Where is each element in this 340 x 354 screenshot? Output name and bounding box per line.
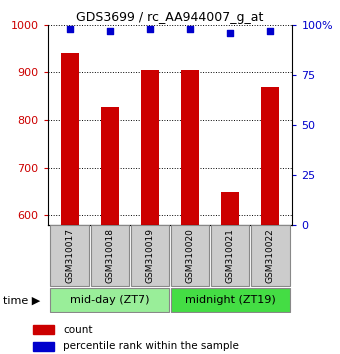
Bar bbox=[141, 70, 159, 225]
Bar bbox=[50, 225, 89, 286]
Point bbox=[187, 26, 193, 32]
Bar bbox=[50, 288, 169, 312]
Text: count: count bbox=[63, 325, 92, 335]
Bar bbox=[33, 325, 54, 334]
Bar bbox=[261, 87, 279, 225]
Bar bbox=[171, 288, 290, 312]
Bar bbox=[171, 225, 209, 286]
Title: GDS3699 / rc_AA944007_g_at: GDS3699 / rc_AA944007_g_at bbox=[76, 11, 264, 24]
Point bbox=[67, 26, 72, 32]
Text: GSM310020: GSM310020 bbox=[186, 228, 194, 283]
Text: GSM310022: GSM310022 bbox=[266, 228, 275, 283]
Point bbox=[107, 28, 113, 34]
Point bbox=[147, 26, 153, 32]
Text: GSM310021: GSM310021 bbox=[226, 228, 235, 283]
Bar bbox=[90, 225, 129, 286]
Text: midnight (ZT19): midnight (ZT19) bbox=[185, 295, 276, 305]
Bar bbox=[131, 225, 169, 286]
Text: GSM310017: GSM310017 bbox=[65, 228, 74, 283]
Text: time ▶: time ▶ bbox=[3, 295, 41, 305]
Text: percentile rank within the sample: percentile rank within the sample bbox=[63, 342, 239, 352]
Text: mid-day (ZT7): mid-day (ZT7) bbox=[70, 295, 150, 305]
Bar bbox=[61, 53, 79, 225]
Point bbox=[268, 28, 273, 34]
Bar bbox=[221, 193, 239, 225]
Bar bbox=[211, 225, 250, 286]
Bar bbox=[33, 342, 54, 350]
Bar bbox=[101, 107, 119, 225]
Text: GSM310018: GSM310018 bbox=[105, 228, 114, 283]
Point bbox=[227, 30, 233, 36]
Bar bbox=[181, 70, 199, 225]
Text: GSM310019: GSM310019 bbox=[146, 228, 154, 283]
Bar bbox=[251, 225, 290, 286]
